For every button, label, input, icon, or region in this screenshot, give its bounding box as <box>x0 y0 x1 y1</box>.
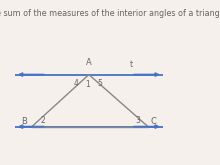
Text: 5: 5 <box>97 79 102 88</box>
Text: t: t <box>130 60 133 69</box>
Text: C: C <box>150 117 156 126</box>
Text: 4: 4 <box>73 79 78 88</box>
Text: 3: 3 <box>135 116 140 125</box>
Text: A: A <box>86 58 92 67</box>
Text: e sum of the measures of the interior angles of a triangle is 180°.: e sum of the measures of the interior an… <box>0 9 220 18</box>
Text: 1: 1 <box>85 80 90 89</box>
Text: B: B <box>21 117 27 126</box>
Text: 2: 2 <box>40 116 45 125</box>
